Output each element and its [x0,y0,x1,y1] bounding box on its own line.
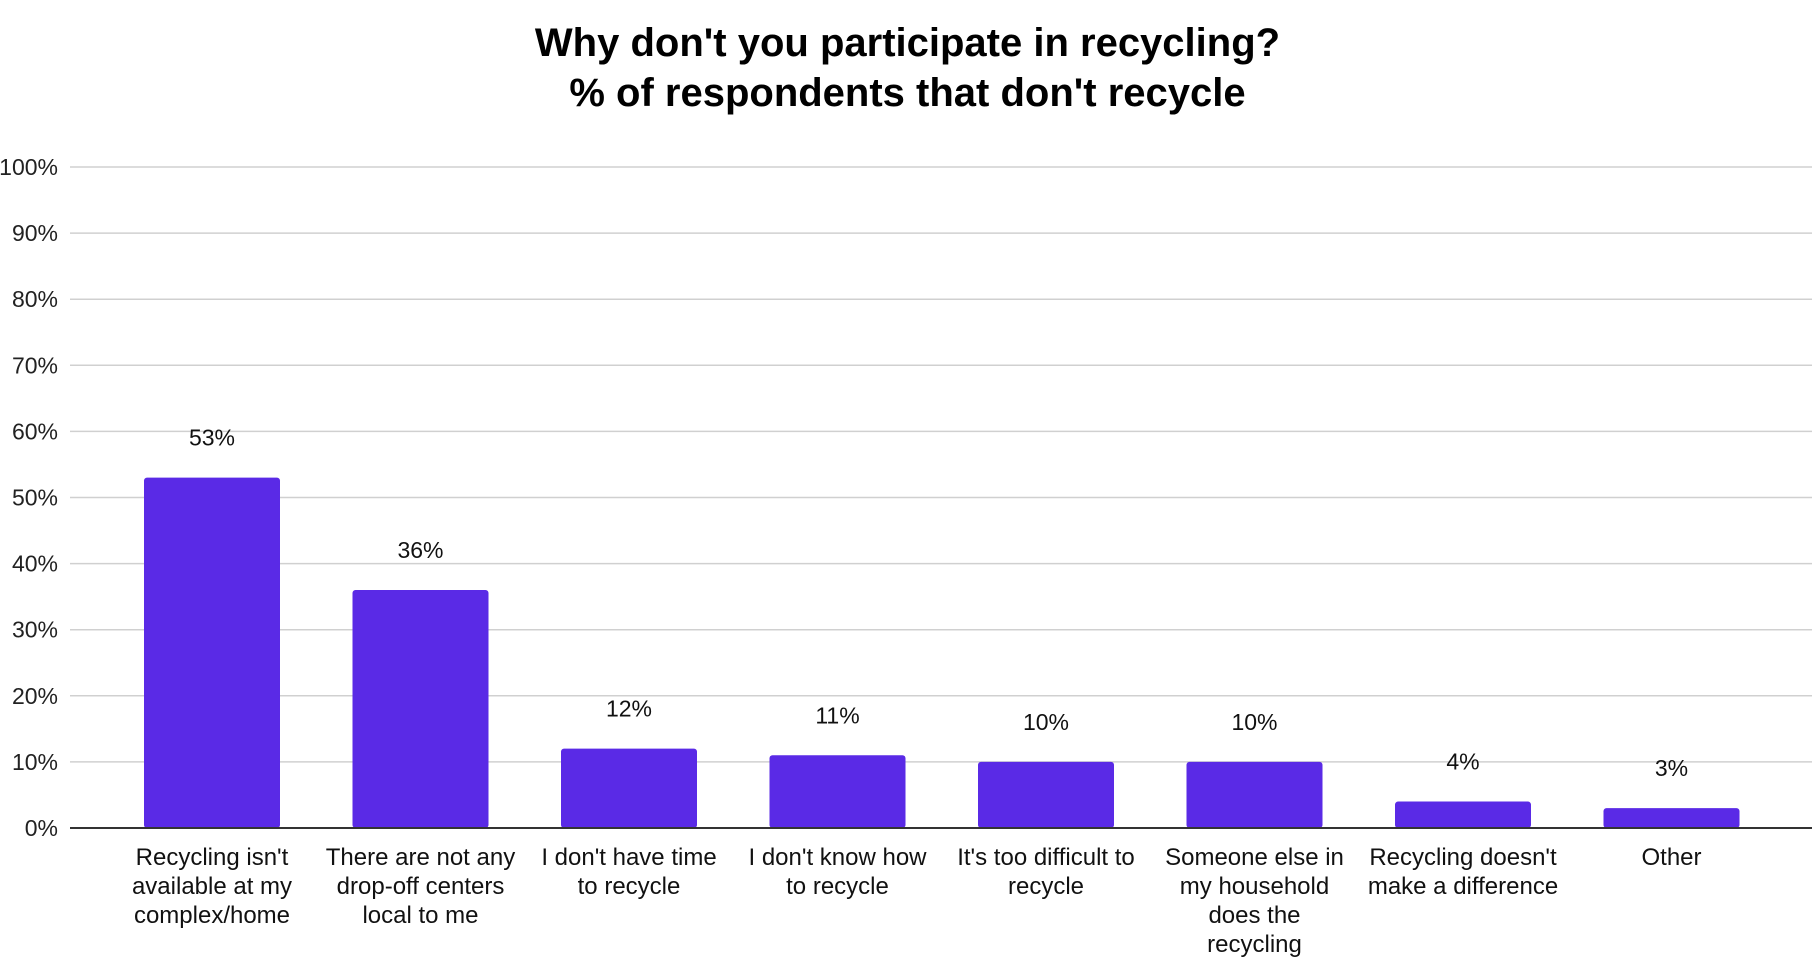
data-label: 10% [1231,709,1277,735]
bar [769,755,906,828]
y-tick-label: 100% [0,154,58,180]
data-label: 53% [189,425,235,451]
y-tick-label: 90% [12,220,58,246]
bar [144,477,280,828]
data-label: 4% [1446,749,1479,775]
y-tick-label: 50% [12,485,58,511]
x-category-label: Other [1641,844,1701,871]
y-tick-label: 0% [25,815,58,841]
data-label: 10% [1023,709,1069,735]
x-category-label: Recycling isn't [136,844,289,871]
x-category-label: Recycling doesn't [1369,844,1557,871]
y-tick-label: 40% [12,551,58,577]
bar [1603,808,1740,828]
x-category-label: local to me [362,902,478,929]
x-category-label: I don't have time [541,844,716,871]
x-category-label: Someone else in [1165,844,1344,871]
y-tick-label: 70% [12,352,58,378]
bar [561,748,697,828]
x-category-label: I don't know how [748,844,927,871]
x-category-label: does the [1208,902,1300,929]
x-category-label: my household [1180,873,1329,900]
x-category-label: drop-off centers [337,873,505,900]
x-category-label: to recycle [786,873,889,900]
y-tick-label: 10% [12,749,58,775]
y-tick-label: 80% [12,286,58,312]
x-category-label: to recycle [578,873,681,900]
x-category-label: recycling [1207,931,1302,958]
bar [978,761,1114,828]
y-tick-label: 20% [12,683,58,709]
x-category-label: complex/home [134,902,290,929]
bar [1395,801,1531,828]
data-label: 3% [1655,755,1688,781]
x-category-label: make a difference [1368,873,1558,900]
y-tick-label: 30% [12,617,58,643]
x-category-label: available at my [132,873,292,900]
bar [1186,761,1323,828]
x-category-label: recycle [1008,873,1084,900]
x-category-label: There are not any [326,844,515,871]
chart-subtitle: % of respondents that don't recycle [569,71,1246,115]
bar [352,590,489,828]
x-category-label: It's too difficult to [957,844,1135,871]
chart-title: Why don't you participate in recycling? … [0,18,1815,118]
y-tick-label: 60% [12,418,58,444]
data-label: 12% [606,696,652,722]
data-label: 11% [815,702,859,728]
chart-title-line: Why don't you participate in recycling? [534,21,1281,65]
data-label: 36% [397,537,443,563]
